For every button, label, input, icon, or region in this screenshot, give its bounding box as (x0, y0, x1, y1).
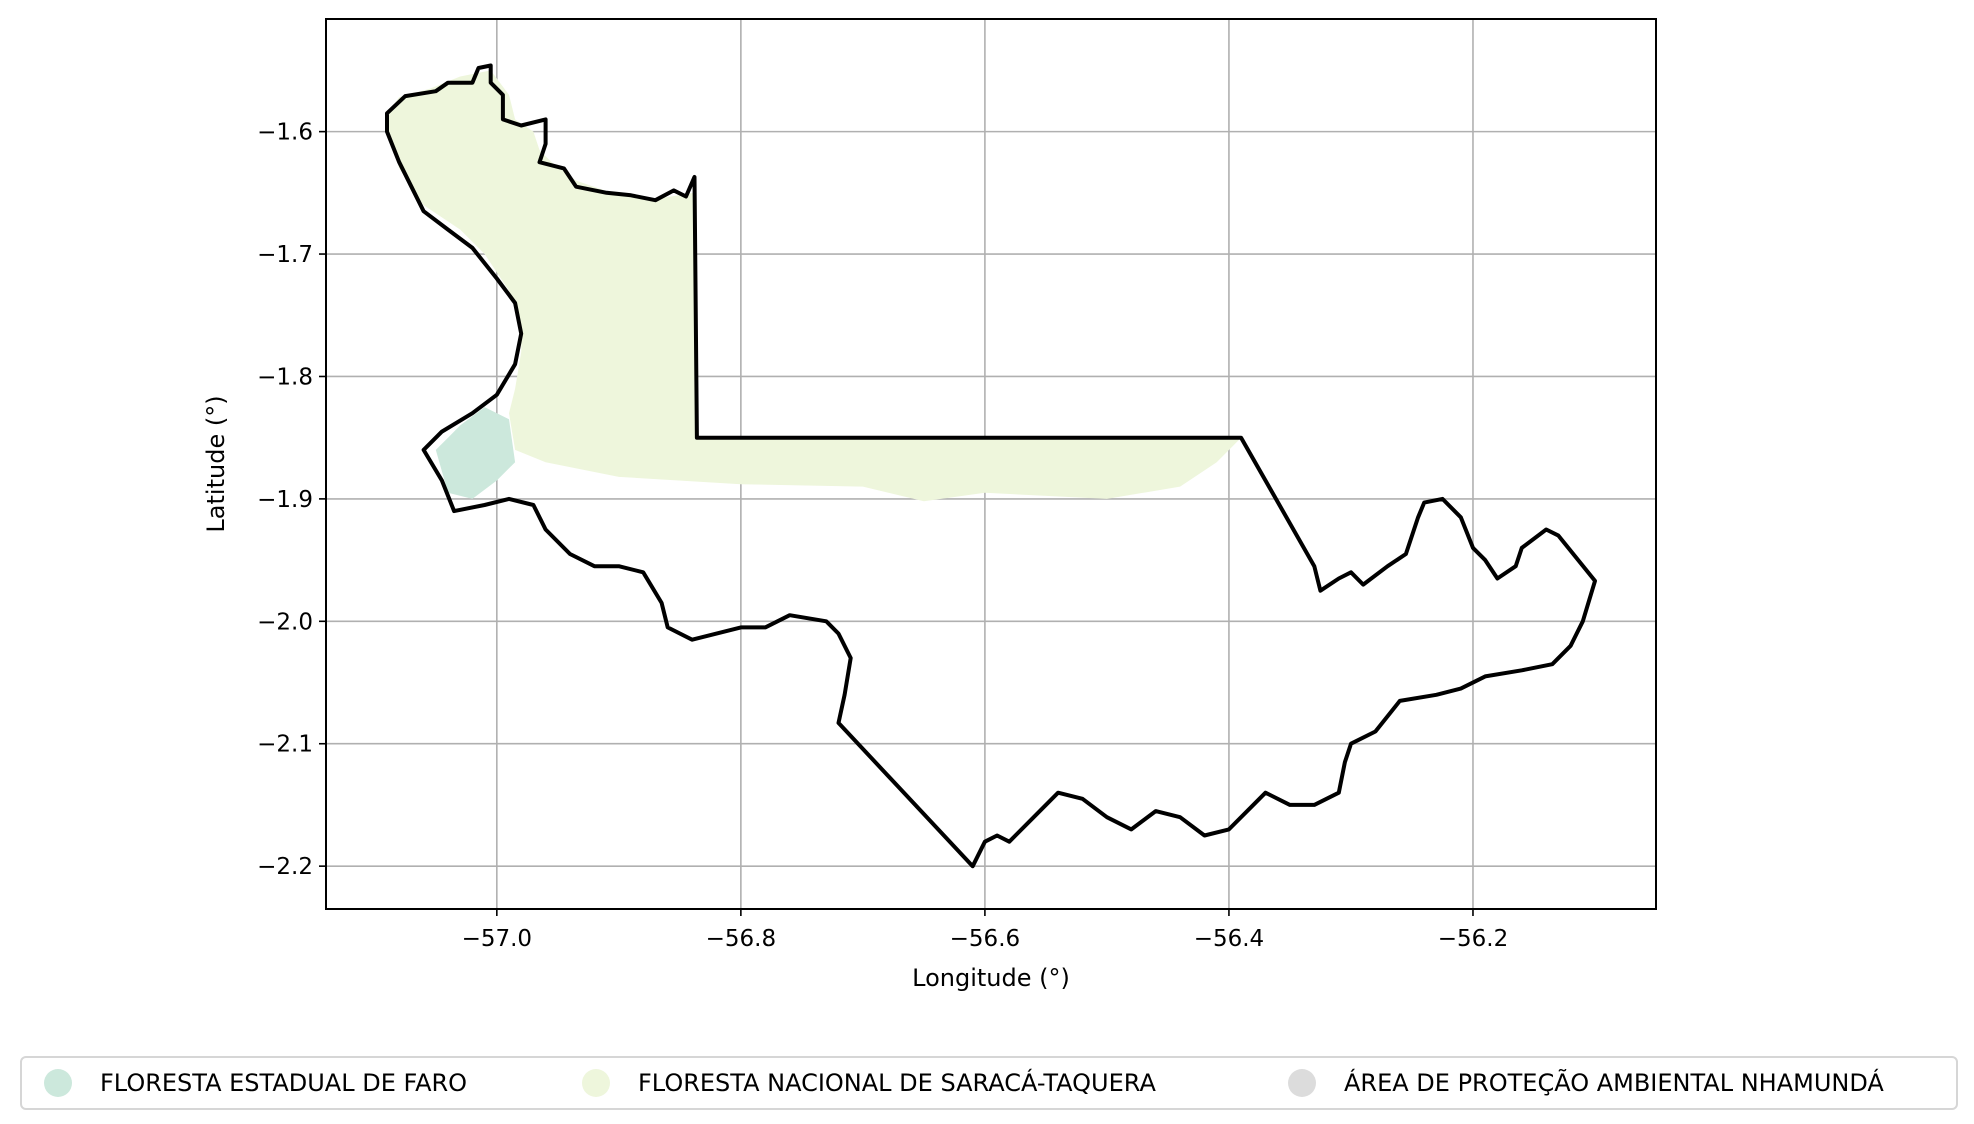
legend-marker (1288, 1069, 1316, 1097)
legend-marker (582, 1069, 610, 1097)
area-nhamunda-outline (385, 63, 1597, 869)
legend-marker (44, 1069, 72, 1097)
y-tick-label: −1.7 (257, 242, 313, 268)
legend-label: ÁREA DE PROTEÇÃO AMBIENTAL NHAMUNDÁ (1344, 1069, 1884, 1097)
x-tick-label: −56.4 (1194, 926, 1264, 952)
legend-item-saraca-taquera: FLORESTA NACIONAL DE SARACÁ-TAQUERA (582, 1058, 1156, 1108)
area-faro-fill (435, 407, 516, 499)
area-saraca-taquera-fill (387, 70, 1242, 502)
plot-frame (325, 18, 1657, 910)
x-tick-label: −56.6 (950, 926, 1020, 952)
x-tick-label: −56.2 (1438, 926, 1508, 952)
legend-label: FLORESTA ESTADUAL DE FARO (100, 1069, 468, 1097)
y-tick-label: −2.0 (257, 609, 313, 635)
legend-label: FLORESTA NACIONAL DE SARACÁ-TAQUERA (638, 1069, 1156, 1097)
y-tick-label: −2.2 (257, 854, 313, 880)
y-tick-label: −1.8 (257, 364, 313, 390)
area-outlines (385, 63, 1597, 869)
x-tick-label: −56.8 (706, 926, 776, 952)
y-tick-label: −1.9 (257, 487, 313, 513)
y-tick-label: −2.1 (257, 732, 313, 758)
y-tick-label: −1.6 (257, 120, 313, 146)
x-tick-label: −57.0 (462, 926, 532, 952)
legend-item-faro: FLORESTA ESTADUAL DE FARO (44, 1058, 467, 1108)
x-axis-title: Longitude (°) (912, 964, 1070, 992)
legend: FLORESTA ESTADUAL DE FARO FLORESTA NACIO… (20, 1056, 1958, 1110)
area-fills (387, 70, 1242, 502)
y-axis-title: Latitude (°) (202, 395, 230, 532)
y-axis: −1.6 −1.7 −1.8 −1.9 −2.0 −2.1 −2.2 (257, 120, 326, 880)
legend-item-nhamunda: ÁREA DE PROTEÇÃO AMBIENTAL NHAMUNDÁ (1288, 1058, 1884, 1108)
x-axis: −57.0 −56.8 −56.6 −56.4 −56.2 (462, 909, 1508, 952)
